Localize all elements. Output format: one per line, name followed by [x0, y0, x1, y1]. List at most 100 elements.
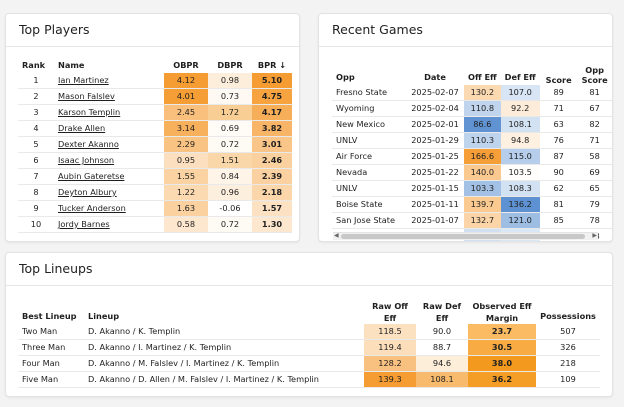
game-score: 81: [539, 196, 578, 213]
game-def-eff: 108.3: [500, 180, 540, 197]
lineup-players: D. Akanno / K. Templin: [84, 324, 364, 340]
player-name-link[interactable]: Mason Falslev: [54, 88, 164, 105]
game-date: 2025-01-25: [406, 148, 464, 165]
player-rank: 6: [18, 152, 54, 169]
col-obpr-header[interactable]: OBPR: [173, 60, 199, 70]
game-opp-score: 71: [577, 132, 612, 149]
player-rank: 10: [18, 216, 54, 233]
player-rank: 5: [18, 136, 54, 153]
game-row: Nevada 2025-01-22 140.0 103.5 90 69: [332, 164, 612, 181]
player-obpr: 2.45: [164, 104, 208, 121]
player-dbpr: 0.72: [208, 136, 252, 153]
player-name-link[interactable]: Karson Templin: [54, 104, 164, 121]
player-rank: 8: [18, 184, 54, 201]
game-opp-score: 79: [577, 196, 612, 213]
player-name-link[interactable]: Aubin Gateretse: [54, 168, 164, 185]
game-def-eff: 115.0: [500, 148, 540, 165]
player-dbpr: -0.06: [208, 200, 252, 217]
lineup-row: Two Man D. Akanno / K. Templin 118.5 90.0 23…: [18, 324, 600, 340]
game-off-eff: 140.0: [464, 164, 501, 181]
player-name-link[interactable]: Jordy Barnes: [54, 216, 164, 233]
scrollbar-thumb[interactable]: [341, 234, 585, 239]
player-bpr: 1.30: [252, 216, 292, 233]
col-rank-header[interactable]: Rank: [22, 60, 46, 70]
player-name-link[interactable]: Isaac Johnson: [54, 152, 164, 169]
lineup-observed-margin: 23.7: [468, 324, 536, 340]
game-off-eff: 110.8: [464, 100, 501, 117]
col-raw-off-eff-header[interactable]: Raw Off Eff: [372, 301, 408, 323]
lineup-observed-margin: 36.2: [468, 371, 536, 388]
col-best-lineup-header[interactable]: Best Lineup: [22, 311, 77, 321]
player-bpr: 4.17: [252, 104, 292, 121]
game-off-eff: 139.7: [464, 196, 501, 213]
recent-games-header-row: Opp Date Off Eff Def Eff Score Opp Score: [332, 55, 612, 85]
col-opp-score-header[interactable]: Opp Score: [581, 65, 608, 85]
scroll-right-icon[interactable]: ▶: [592, 232, 597, 239]
player-rank: 2: [18, 88, 54, 105]
lineup-raw-def-eff: 88.7: [416, 339, 468, 356]
lineup-raw-off-eff: 118.5: [364, 324, 416, 340]
top-players-body: 1 Ian Martinez 4.12 0.98 5.10 2 Mason Falslev 4…: [18, 73, 292, 233]
player-row: 3 Karson Templin 2.45 1.72 4.17: [18, 104, 292, 121]
game-opponent: Fresno State: [332, 85, 406, 101]
lineup-raw-off-eff: 139.3: [364, 371, 416, 388]
player-obpr: 2.29: [164, 136, 208, 153]
top-lineups-title: Top Lineups: [19, 261, 93, 276]
game-off-eff: 132.7: [464, 212, 501, 229]
game-off-eff: 130.2: [464, 85, 501, 101]
recent-games-title: Recent Games: [332, 22, 423, 37]
col-opp-header[interactable]: Opp: [336, 72, 355, 82]
game-def-eff: 121.0: [500, 212, 540, 229]
game-score: 87: [539, 148, 578, 165]
col-lineup-header[interactable]: Lineup: [88, 311, 120, 321]
col-possessions-header[interactable]: Possessions: [540, 311, 596, 321]
game-def-eff: 108.1: [500, 116, 540, 133]
player-obpr: 4.01: [164, 88, 208, 105]
recent-games-card: Recent Games Opp Date Off Eff Def Eff Sc…: [318, 13, 613, 242]
lineup-row: Five Man D. Akanno / D. Allen / M. Falsle…: [18, 371, 600, 388]
game-row: Air Force 2025-01-25 166.6 115.0 87 58: [332, 148, 612, 165]
col-def-eff-header[interactable]: Def Eff: [504, 72, 536, 82]
col-observed-margin-header[interactable]: Observed Eff Margin: [472, 301, 532, 323]
lineup-players: D. Akanno / I. Martinez / K. Templin: [84, 339, 364, 356]
player-name-link[interactable]: Ian Martinez: [54, 73, 164, 89]
game-off-eff: 166.6: [464, 148, 501, 165]
player-rank: 3: [18, 104, 54, 121]
game-date: 2025-01-11: [406, 196, 464, 213]
lineup-possessions: 326: [536, 339, 600, 356]
col-score-header[interactable]: Score: [545, 75, 572, 85]
col-bpr-header[interactable]: BPR ↓: [252, 58, 292, 73]
player-name-link[interactable]: Deyton Albury: [54, 184, 164, 201]
recent-games-horizontal-scrollbar[interactable]: ◀ ▶: [333, 232, 598, 240]
top-lineups-header-row: Best Lineup Lineup Raw Off Eff Raw Def E…: [18, 298, 600, 324]
lineup-size: Four Man: [18, 355, 84, 372]
player-name-link[interactable]: Dexter Akanno: [54, 136, 164, 153]
game-opponent: Boise State: [332, 196, 406, 213]
col-date-header[interactable]: Date: [424, 72, 446, 82]
sort-desc-icon: ↓: [279, 60, 287, 70]
game-score: 71: [539, 100, 578, 117]
game-score: 62: [539, 180, 578, 197]
col-raw-def-eff-header[interactable]: Raw Def Eff: [422, 301, 462, 323]
player-name-link[interactable]: Drake Allen: [54, 120, 164, 137]
scroll-left-icon[interactable]: ◀: [334, 232, 339, 239]
game-off-eff: 103.3: [464, 180, 501, 197]
col-dbpr-header[interactable]: DBPR: [217, 60, 243, 70]
player-dbpr: 1.72: [208, 104, 252, 121]
game-score: 85: [539, 212, 578, 229]
lineup-observed-margin: 38.0: [468, 355, 536, 372]
lineup-raw-def-eff: 108.1: [416, 371, 468, 388]
game-row: San Jose State 2025-01-07 132.7 121.0 85 78: [332, 212, 612, 229]
col-bpr-label: BPR: [257, 60, 277, 70]
player-bpr: 2.39: [252, 168, 292, 185]
player-rank: 7: [18, 168, 54, 185]
lineup-row: Three Man D. Akanno / I. Martinez / K. Te…: [18, 339, 600, 356]
player-row: 8 Deyton Albury 1.22 0.96 2.18: [18, 184, 292, 201]
lineup-observed-margin: 30.5: [468, 339, 536, 356]
player-name-link[interactable]: Tucker Anderson: [54, 200, 164, 217]
player-bpr: 2.46: [252, 152, 292, 169]
player-row: 6 Isaac Johnson 0.95 1.51 2.46: [18, 152, 292, 169]
col-off-eff-header[interactable]: Off Eff: [468, 72, 497, 82]
col-name-header[interactable]: Name: [58, 60, 85, 70]
